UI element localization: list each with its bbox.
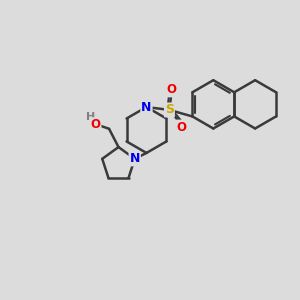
Text: O: O <box>91 118 100 131</box>
Text: N: N <box>130 152 140 165</box>
Text: N: N <box>141 100 152 113</box>
Text: O: O <box>176 121 187 134</box>
Text: O: O <box>166 83 176 96</box>
Text: S: S <box>165 103 174 116</box>
Text: H: H <box>85 112 95 122</box>
